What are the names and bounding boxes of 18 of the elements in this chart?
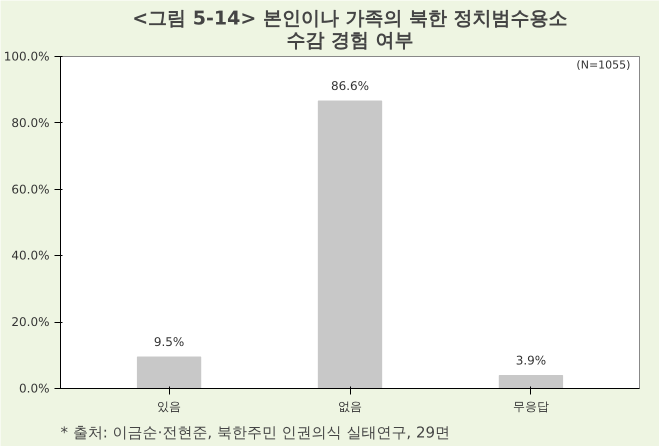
bar: [498, 375, 564, 388]
y-tick-label: 20.0%: [11, 315, 50, 330]
data-label: 9.5%: [154, 334, 184, 349]
x-tick-label: 무응답: [512, 400, 549, 414]
chart-title: <그림 5-14> 본인이나 가족의 북한 정치범수용소 수감 경험 여부: [132, 8, 568, 52]
y-tick-label: 100.0%: [4, 50, 50, 64]
bar: [136, 356, 202, 388]
annotation: (N=1055): [576, 58, 630, 72]
data-label: 3.9%: [516, 354, 546, 368]
bar: [318, 100, 382, 388]
data-label: 86.6%: [330, 78, 370, 93]
y-tick-label: 0.0%: [19, 382, 50, 396]
y-tick-label: 60.0%: [11, 182, 50, 196]
x-tick-label: 없음: [338, 400, 362, 414]
text: * 출처: 이금순·전현준, 북한주민 인권의식 실태연구, 29면: [60, 424, 450, 442]
x-tick-label: 있음: [157, 400, 182, 414]
y-tick-label: 80.0%: [11, 116, 50, 130]
y-tick-label: 40.0%: [11, 248, 50, 263]
